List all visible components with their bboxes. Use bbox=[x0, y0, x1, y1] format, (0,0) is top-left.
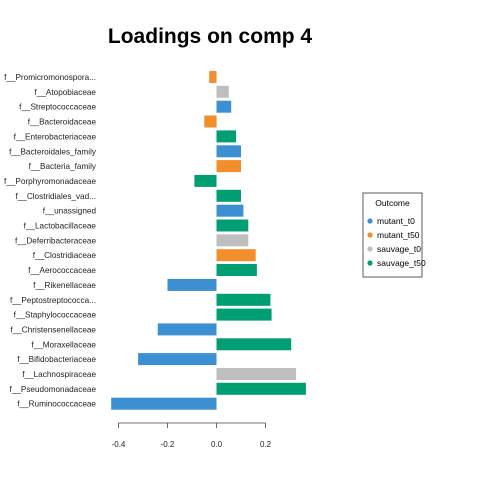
category-label-0: f__Promicromonospora... bbox=[4, 73, 96, 82]
category-label-6: f__Bacteria_family bbox=[29, 162, 97, 171]
x-tick-label-0: -0.4 bbox=[112, 440, 126, 449]
legend-marker-mutant_t0 bbox=[367, 218, 373, 224]
bar-8 bbox=[216, 189, 241, 202]
category-label-20: f__Lachnospiraceae bbox=[22, 370, 96, 379]
legend-marker-sauvage_t0 bbox=[367, 246, 373, 252]
bar-5 bbox=[216, 145, 241, 158]
category-label-18: f__Moraxellaceae bbox=[31, 340, 96, 349]
bar-19 bbox=[138, 353, 217, 366]
bar-13 bbox=[216, 264, 257, 276]
bar-12 bbox=[216, 249, 256, 262]
category-labels: f__Promicromonospora... f__Atopobiaceae f_… bbox=[4, 73, 97, 409]
bar-21 bbox=[216, 382, 306, 395]
category-label-15: f__Peptostreptococca... bbox=[10, 296, 96, 305]
bar-2 bbox=[216, 100, 232, 113]
bar-22 bbox=[111, 397, 217, 410]
bar-17 bbox=[157, 323, 217, 336]
category-label-11: f__Deferribacteraceae bbox=[15, 236, 96, 245]
bar-11 bbox=[216, 234, 249, 247]
category-label-3: f__Bacteroidaceae bbox=[28, 118, 97, 127]
bar-18 bbox=[216, 338, 292, 351]
bar-14 bbox=[167, 278, 217, 291]
bar-7 bbox=[194, 174, 217, 187]
legend-label-mutant_t0: mutant_t0 bbox=[377, 216, 415, 226]
legend-label-mutant_t50: mutant_t50 bbox=[377, 230, 420, 240]
x-tick-label-1: -0.2 bbox=[161, 440, 175, 449]
x-tick-label-2: 0.0 bbox=[211, 440, 223, 449]
bar-20 bbox=[216, 368, 297, 380]
bar-15 bbox=[216, 293, 271, 306]
category-label-4: f__Enterobacteriaceae bbox=[14, 132, 97, 141]
category-label-19: f__Bifidobacteriaceae bbox=[17, 355, 96, 364]
category-label-12: f__Clostridiaceae bbox=[33, 251, 97, 260]
x-axis: -0.4 -0.2 0.0 0.2 bbox=[112, 422, 272, 449]
bars-group bbox=[111, 71, 306, 410]
bar-0 bbox=[209, 71, 217, 83]
x-tick-label-3: 0.2 bbox=[260, 440, 272, 449]
category-label-5: f__Bacteroidales_family bbox=[9, 147, 97, 156]
category-label-16: f__Staphylococcaceae bbox=[14, 311, 97, 320]
category-label-21: f__Pseudomonadaceae bbox=[10, 385, 97, 394]
category-label-10: f__Lactobacillaceae bbox=[24, 222, 97, 231]
category-label-7: f__Porphyromonadaceae bbox=[4, 177, 96, 186]
category-label-2: f__Streptococcaceae bbox=[19, 103, 96, 112]
legend-marker-sauvage_t50 bbox=[367, 260, 373, 266]
bar-6 bbox=[216, 160, 241, 173]
bar-9 bbox=[216, 204, 244, 217]
category-label-14: f__Rikenellaceae bbox=[33, 281, 96, 290]
bar-3 bbox=[204, 115, 217, 128]
category-label-1: f__Atopobiaceae bbox=[35, 88, 97, 97]
legend-label-sauvage_t0: sauvage_t0 bbox=[377, 244, 421, 254]
legend-label-sauvage_t50: sauvage_t50 bbox=[377, 258, 426, 268]
category-label-22: f__Ruminococcaceae bbox=[17, 400, 96, 409]
bar-1 bbox=[216, 85, 229, 98]
legend: Outcome mutant_t0 mutant_t50 sauvage_t0sauv… bbox=[362, 192, 426, 278]
legend-box bbox=[362, 192, 423, 278]
category-label-17: f__Christensenellaceae bbox=[10, 325, 96, 334]
legend-marker-mutant_t50 bbox=[367, 232, 373, 238]
bar-16 bbox=[216, 308, 272, 321]
bar-10 bbox=[216, 219, 249, 232]
category-label-13: f__Aerococcaceae bbox=[28, 266, 96, 275]
category-label-9: f__unassigned bbox=[43, 207, 97, 216]
bar-4 bbox=[216, 130, 237, 143]
legend-title: Outcome bbox=[375, 198, 410, 208]
chart-title: Loadings on comp 4 bbox=[108, 25, 312, 48]
category-label-8: f__Clostridiales_vad... bbox=[15, 192, 96, 201]
